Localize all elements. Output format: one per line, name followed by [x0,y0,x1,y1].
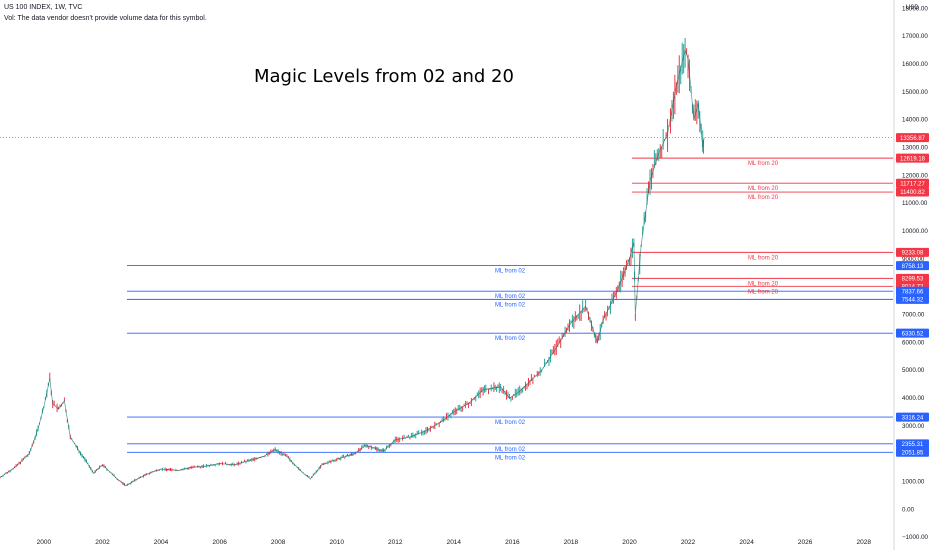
level-02-label: ML from 02 [495,336,526,342]
x-tick-label: 2024 [739,539,754,546]
symbol-header: US 100 INDEX, 1W, TVC [4,4,83,11]
level-02-price-tag-bg [896,412,929,422]
x-tick-label: 2000 [37,539,52,546]
level-02-price-tag-bg [896,261,929,271]
x-tick-label: 2004 [154,539,169,546]
y-tick-label: 11000.00 [902,200,928,207]
y-tick-label: 5000.00 [902,367,925,374]
x-tick-label: 2026 [798,539,813,546]
level-02-label: ML from 02 [495,420,526,426]
chart-title: Magic Levels from 02 and 20 [254,66,514,87]
y-tick-label: 0.00 [902,506,915,513]
y-tick-label: 18000.00 [902,5,928,12]
level-02-label: ML from 02 [495,294,526,300]
level-20-price-tag: 11717.27 [900,181,925,187]
y-tick-label: 3000.00 [902,423,925,430]
level-lines-layer: ML from 02 ML from 02 ML from 02 ML from 02… [0,137,893,461]
y-tick-label: 10000.00 [902,228,928,235]
level-02-price-tag: 3316.24 [902,415,924,421]
level-20-price-tag-bg [896,273,929,283]
last-price-tag-bg [896,133,929,143]
level-02-price-tag-bg [896,439,929,449]
level-20-price-tag-bg [896,247,929,257]
x-tick-label: 2014 [447,539,462,546]
level-02-label: ML from 02 [495,447,526,453]
x-tick-label: 2008 [271,539,286,546]
level-20-label: ML from 20 [748,186,779,192]
y-tick-label: 17000.00 [902,33,928,40]
x-tick-label: 2016 [505,539,520,546]
level-02-price-tag-bg [896,286,929,296]
y-tick-label: 15000.00 [902,89,928,96]
price-unit-label[interactable]: USD [906,5,919,11]
level-02-label: ML from 02 [495,302,526,308]
time-axis[interactable]: 2000 2002 2004 2006 2008 2010 2012 2014 2016 2018… [37,539,872,546]
price-axis[interactable]: 18000.00 17000.00 16000.00 15000.00 14000.00… [902,5,929,541]
y-tick-label: 1000.00 [902,479,925,486]
level-20-label: ML from 20 [748,161,779,167]
level-02-price-tag-bg [896,328,929,338]
level-02-price-tag: 7837.66 [902,289,924,295]
level-20-price-tag: 9233.08 [902,251,924,257]
x-tick-label: 2018 [564,539,579,546]
level-02-price-tag-bg [896,447,929,457]
y-tick-label: 13000.00 [902,145,928,152]
x-tick-label: 2028 [856,539,871,546]
x-tick-label: 2012 [388,539,403,546]
y-tick-label: 14000.00 [902,117,928,124]
level-02-price-tag: 8758.13 [902,264,924,270]
level-20-label: ML from 20 [748,281,779,287]
x-tick-label: 2006 [212,539,227,546]
level-20-price-tag: 11400.82 [900,190,925,196]
y-tick-label: 4000.00 [902,395,925,402]
x-tick-label: 2002 [95,539,110,546]
level-20-price-tag-bg [896,153,929,163]
y-tick-label: 7000.00 [902,312,925,319]
y-tick-label: 6000.00 [902,339,925,346]
y-tick-label: −1000.00 [902,534,929,541]
price-series-layer [0,37,705,487]
level-20-price-tag: 12619.18 [900,156,926,162]
x-tick-label: 2010 [329,539,344,546]
price-tags-layer: 13356.87 12619.18 11717.27 11400.82 9233.08 8… [896,133,929,457]
level-20-price-tag-bg [896,178,929,188]
level-20-price-tag: 8299.53 [902,277,924,283]
level-20-price-tag-bg [896,187,929,197]
level-02-price-tag-bg [896,294,929,304]
level-20-label: ML from 20 [748,289,779,295]
level-02-price-tag: 2355.31 [902,442,924,448]
level-02-price-tag: 6330.52 [902,331,924,337]
level-02-price-tag: 2051.85 [902,450,924,456]
level-20-label: ML from 20 [748,255,779,261]
level-02-label: ML from 02 [495,455,526,461]
level-02-price-tag: 7544.32 [902,298,924,304]
x-tick-label: 2020 [622,539,637,546]
volume-note: Vol: The data vendor doesn't provide vol… [4,15,207,22]
x-tick-label: 2022 [681,539,696,546]
last-price-tag: 13356.87 [900,136,926,142]
y-tick-label: 9000.00 [902,256,925,263]
y-tick-label: 12000.00 [902,172,928,179]
price-line [0,48,705,487]
level-20-label: ML from 20 [748,195,779,201]
level-02-label: ML from 02 [495,269,526,275]
y-tick-label: 16000.00 [902,61,928,68]
